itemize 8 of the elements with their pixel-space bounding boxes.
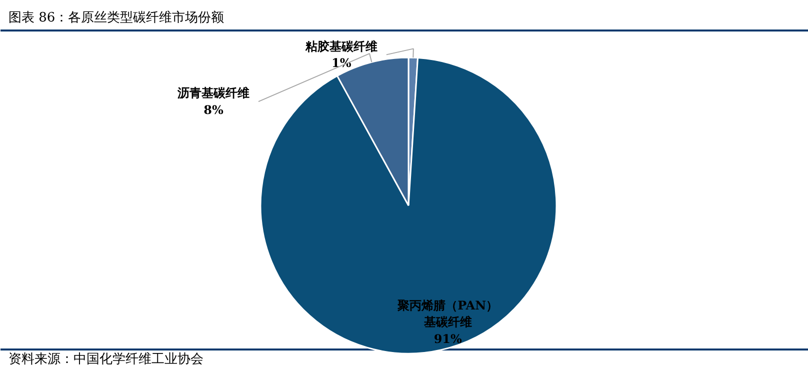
- data-label: 91%: [434, 332, 463, 346]
- slice-label: 粘胶基碳纤维: [304, 39, 378, 54]
- chart-title: 图表 86：各原丝类型碳纤维市场份额: [8, 10, 224, 26]
- slice-label: 沥青基碳纤维: [176, 86, 250, 100]
- data-label: 8%: [204, 102, 224, 117]
- text: 资料来源：中国化学纤维工业协会: [8, 352, 204, 367]
- slice-label: 聚丙烯腈（PAN）基碳纤维: [396, 298, 498, 330]
- data-label: 1%: [332, 56, 352, 70]
